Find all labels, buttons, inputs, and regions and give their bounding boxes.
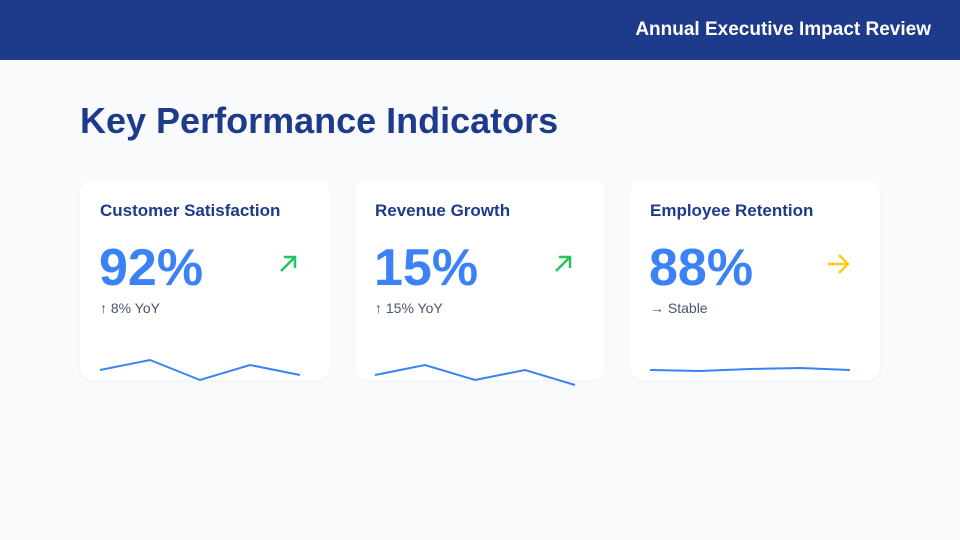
- sparkline-path: [99, 358, 301, 382]
- kpi-change: ↑ 15% YoY: [375, 300, 443, 316]
- kpi-value: 15%: [374, 239, 479, 297]
- header-bar: Annual Executive Impact Review: [0, 0, 960, 60]
- sparkline-path: [649, 366, 851, 373]
- kpi-label: Revenue Growth: [375, 201, 511, 220]
- kpi-card-customer-satisfaction: Customer Satisfaction 92% ↑ 8% YoY: [80, 180, 330, 382]
- kpi-change: → Stable: [650, 300, 708, 316]
- arrow-up-right-icon: [280, 255, 297, 272]
- kpi-card-revenue-growth: Revenue Growth 15% ↑ 15% YoY: [355, 180, 605, 386]
- arrow-up-right-icon: [555, 255, 572, 272]
- header-title: Annual Executive Impact Review: [635, 19, 931, 40]
- kpi-value: 92%: [99, 239, 204, 297]
- kpi-label: Customer Satisfaction: [100, 201, 281, 220]
- kpi-card-employee-retention: Employee Retention 88% → Stable: [630, 180, 880, 380]
- arrow-right-icon: [828, 254, 850, 274]
- kpi-value: 88%: [649, 239, 754, 297]
- kpi-label: Employee Retention: [650, 201, 814, 220]
- page-title: Key Performance Indicators: [80, 100, 559, 141]
- kpi-change: ↑ 8% YoY: [100, 300, 160, 316]
- sparkline-path: [374, 363, 576, 386]
